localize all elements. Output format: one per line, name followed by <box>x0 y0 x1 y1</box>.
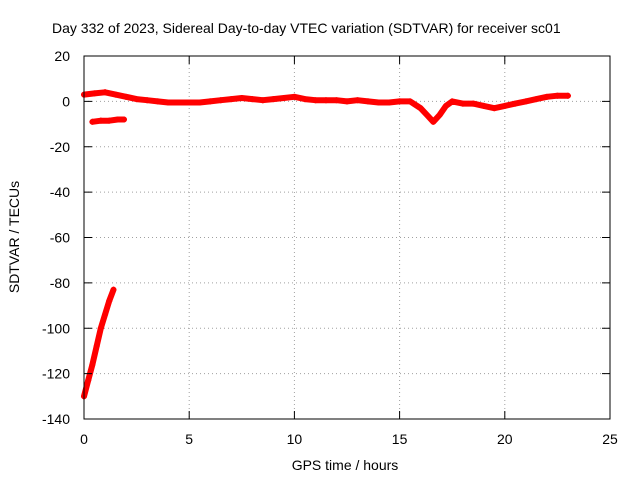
data-point <box>430 118 437 125</box>
y-tick-label: 0 <box>62 93 70 109</box>
data-point <box>217 97 224 104</box>
data-point <box>207 98 214 105</box>
data-point <box>259 97 266 104</box>
ticks <box>83 55 611 420</box>
series-layer <box>81 89 571 400</box>
data-point <box>333 97 340 104</box>
data-point <box>417 105 424 112</box>
data-point <box>196 99 203 106</box>
data-point <box>91 90 98 97</box>
data-point <box>442 102 449 109</box>
data-point <box>165 99 172 106</box>
data-point <box>480 102 487 109</box>
data-point <box>501 102 508 109</box>
y-tick-label: -40 <box>50 184 70 200</box>
data-point <box>97 117 104 124</box>
data-point <box>102 311 109 318</box>
data-point <box>133 96 140 103</box>
data-point <box>249 96 256 103</box>
data-point <box>512 100 519 107</box>
data-point <box>354 97 361 104</box>
x-axis-label: GPS time / hours <box>292 457 399 473</box>
series-main-trace <box>81 89 571 125</box>
data-point <box>375 99 382 106</box>
data-point <box>533 96 540 103</box>
data-point <box>470 100 477 107</box>
chart-title: Day 332 of 2023, Sidereal Day-to-day VTE… <box>52 20 561 36</box>
x-tick-label: 0 <box>80 431 88 447</box>
data-point <box>543 93 550 100</box>
data-point <box>85 377 92 384</box>
y-tick-label: -100 <box>42 320 70 336</box>
data-point <box>312 97 319 104</box>
x-tick-label: 20 <box>497 431 513 447</box>
y-tick-label: 20 <box>54 48 70 64</box>
series-steep-rise <box>81 286 117 400</box>
data-point <box>564 92 571 99</box>
data-point <box>322 97 329 104</box>
data-point <box>407 98 414 105</box>
data-point <box>89 118 96 125</box>
data-point <box>280 94 287 101</box>
data-point <box>175 99 182 106</box>
series-offset-segment <box>89 116 127 125</box>
data-point <box>228 96 235 103</box>
y-tick-label: -60 <box>50 230 70 246</box>
data-point <box>344 98 350 105</box>
data-point <box>144 97 151 104</box>
y-tick-label: -120 <box>42 366 70 382</box>
data-point <box>436 111 443 118</box>
data-point <box>386 99 393 106</box>
data-point <box>291 93 298 100</box>
data-point <box>301 96 308 103</box>
data-point <box>459 100 466 107</box>
data-point <box>120 116 127 123</box>
data-point <box>270 96 277 103</box>
data-point <box>106 117 113 124</box>
data-point <box>423 111 430 118</box>
data-point <box>106 298 113 305</box>
grid <box>84 56 610 419</box>
data-point <box>114 116 121 123</box>
data-point <box>554 92 561 99</box>
x-tick-label: 15 <box>392 431 408 447</box>
data-point <box>123 93 130 100</box>
data-point <box>491 105 498 112</box>
x-tick-label: 10 <box>287 431 303 447</box>
data-point <box>396 98 403 105</box>
data-point <box>154 98 161 105</box>
data-point <box>102 89 109 96</box>
x-tick-label: 5 <box>185 431 193 447</box>
data-point <box>365 98 372 105</box>
y-tick-label: -80 <box>50 275 70 291</box>
data-point <box>97 325 104 332</box>
tick-labels: 20 0 -20 -40 -60 -80 -100 -120 -140 0 5 10 15 20 25 <box>42 48 618 447</box>
data-point <box>89 361 96 368</box>
data-point <box>238 94 245 101</box>
data-point <box>186 99 193 106</box>
x-tick-label: 25 <box>602 431 618 447</box>
data-point <box>449 98 456 105</box>
data-point <box>112 91 119 98</box>
y-axis-label: SDTVAR / TECUs <box>6 181 22 293</box>
data-point <box>110 286 117 293</box>
y-tick-label: -140 <box>42 411 70 427</box>
data-point <box>93 343 100 350</box>
y-tick-label: -20 <box>50 139 70 155</box>
data-point <box>522 98 529 105</box>
